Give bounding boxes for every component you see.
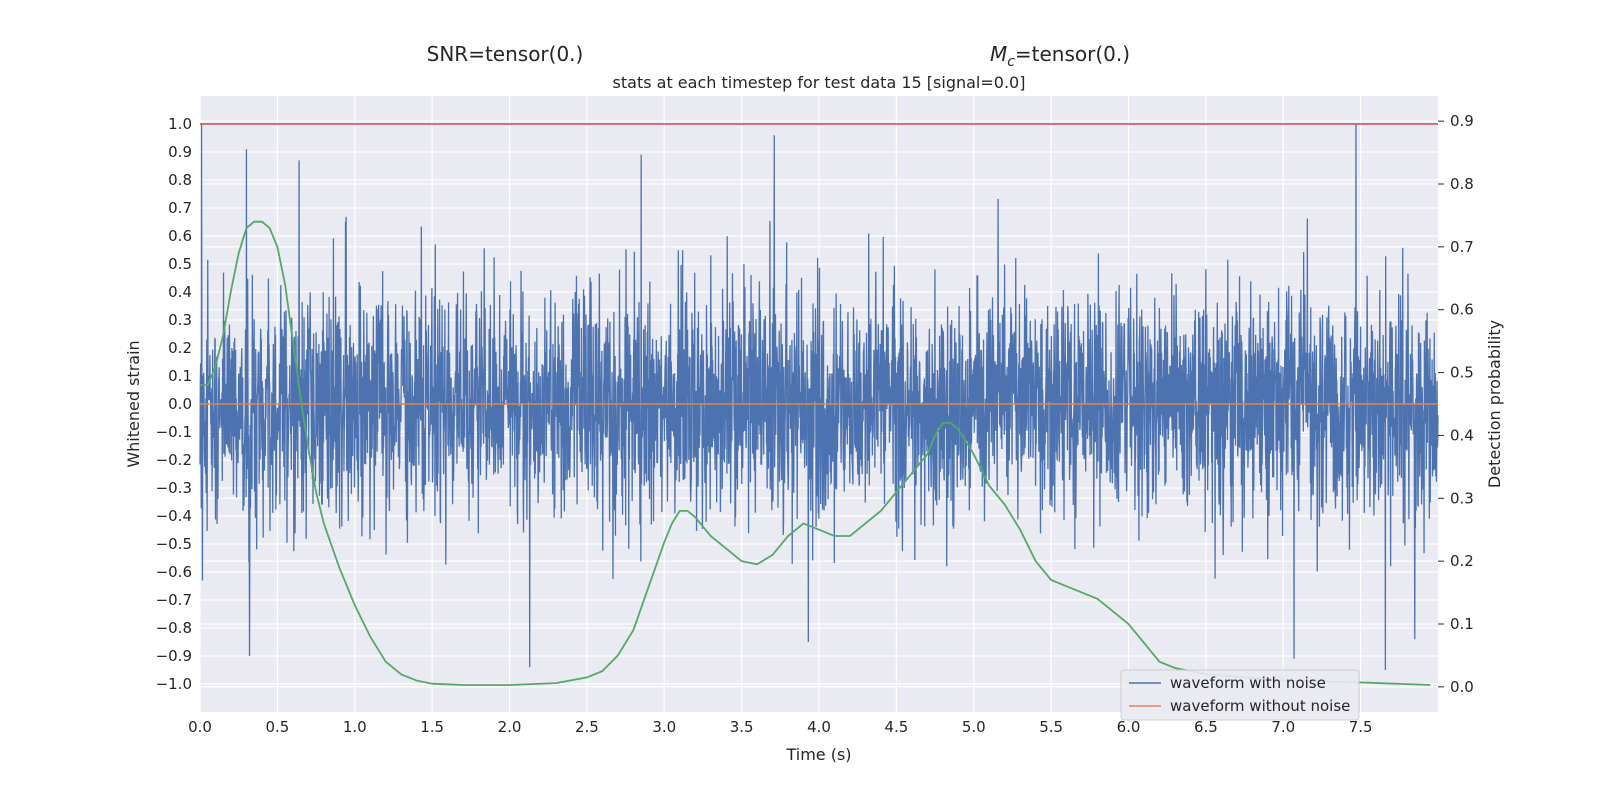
y2-tick-label: 0.8 <box>1450 175 1474 193</box>
y-tick-label: 0.8 <box>168 171 192 189</box>
y-tick-label: 1.0 <box>168 115 192 133</box>
y2-tick-label: 0.2 <box>1450 552 1474 570</box>
y-tick-label: 0.9 <box>168 143 192 161</box>
y-axis-label: Whitened strain <box>124 340 143 467</box>
y-tick-label: 0.3 <box>168 311 192 329</box>
series-waveform-with-noise <box>199 123 1439 671</box>
y-tick-label: −0.2 <box>156 451 192 469</box>
x-tick-label: 1.5 <box>420 718 444 736</box>
y-tick-label: −0.4 <box>156 507 192 525</box>
y-tick-label: 0.4 <box>168 283 192 301</box>
supertitle-chirp-mass: Mc=tensor(0.) <box>990 42 1130 70</box>
y2-axis-label: Detection probability <box>1485 320 1504 488</box>
y-tick-label: −0.3 <box>156 479 192 497</box>
series-detection-probability <box>200 220 1431 686</box>
legend: waveform with noise waveform without noi… <box>1120 669 1360 721</box>
x-tick-label: 2.0 <box>498 718 522 736</box>
y-tick-label: 0.5 <box>168 255 192 273</box>
y-tick-label: −0.9 <box>156 647 192 665</box>
x-axis-label: Time (s) <box>785 745 851 764</box>
x-tick-label: 6.5 <box>1194 718 1218 736</box>
y-tick-label: −0.7 <box>156 591 192 609</box>
y-tick-label: −0.1 <box>156 423 192 441</box>
x-tick-label: 3.0 <box>652 718 676 736</box>
y-tick-label: 0.2 <box>168 339 192 357</box>
chart-title: stats at each timestep for test data 15 … <box>613 73 1026 92</box>
y-tick-label: 0.6 <box>168 227 192 245</box>
y-tick-label: 0.7 <box>168 199 192 217</box>
x-tick-label: 2.5 <box>575 718 599 736</box>
plot-area <box>199 123 1439 686</box>
y2-tick-label: 0.1 <box>1450 615 1474 633</box>
x-tick-label: 7.5 <box>1349 718 1373 736</box>
x-tick-label: 5.5 <box>1039 718 1063 736</box>
y2-tick-label: 0.6 <box>1450 301 1474 319</box>
y2-tick-label: 0.4 <box>1450 426 1474 444</box>
x-tick-label: 4.5 <box>884 718 908 736</box>
y2-tick-label: 0.3 <box>1450 489 1474 507</box>
y2-tick-label: 0.7 <box>1450 238 1474 256</box>
y-tick-label: −0.6 <box>156 563 192 581</box>
x-tick-label: 6.0 <box>1117 718 1141 736</box>
x-tick-label: 3.5 <box>730 718 754 736</box>
x-tick-label: 0.0 <box>188 718 212 736</box>
x-tick-label: 5.0 <box>962 718 986 736</box>
y-tick-label: −0.8 <box>156 619 192 637</box>
x-tick-label: 0.5 <box>265 718 289 736</box>
supertitle-snr: SNR=tensor(0.) <box>427 42 584 66</box>
y-tick-label: −1.0 <box>156 675 192 693</box>
y2-tick-label: 0.9 <box>1450 112 1474 130</box>
legend-label-no-noise: waveform without noise <box>1170 697 1350 715</box>
y-tick-label: 0.0 <box>168 395 192 413</box>
legend-box <box>1120 669 1360 721</box>
axes: 0.0 0.5 1.0 1.5 2.0 2.5 3.0 3.5 4.0 4.5 5.0 5.5 6.0 6… <box>156 112 1474 736</box>
x-tick-label: 1.0 <box>343 718 367 736</box>
legend-label-noise: waveform with noise <box>1170 674 1326 692</box>
y2-tick-label: 0.5 <box>1450 364 1474 382</box>
y2-tick-label: 0.0 <box>1450 678 1474 696</box>
x-tick-label: 7.0 <box>1271 718 1295 736</box>
y-tick-label: 0.1 <box>168 367 192 385</box>
y-tick-label: −0.5 <box>156 535 192 553</box>
x-tick-label: 4.0 <box>807 718 831 736</box>
